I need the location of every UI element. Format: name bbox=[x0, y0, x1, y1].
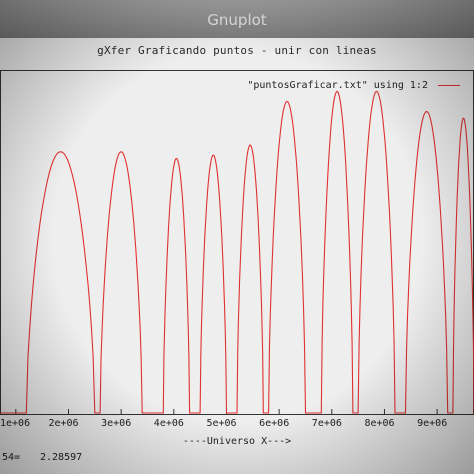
x-tick-label: 8e+06 bbox=[364, 418, 395, 429]
x-tick-label: 7e+06 bbox=[311, 418, 342, 429]
plot-area[interactable] bbox=[0, 70, 474, 415]
x-axis-label: ----Universo X---> bbox=[182, 436, 292, 447]
plot-title: gXfer Graficando puntos - unir con linea… bbox=[97, 44, 377, 57]
window-title: Gnuplot bbox=[207, 11, 267, 29]
legend-label: "puntosGraficar.txt" using 1:2 bbox=[247, 80, 428, 91]
legend-line-sample bbox=[438, 84, 460, 86]
x-tick-label: 2e+06 bbox=[48, 418, 79, 429]
x-tick-label: 5e+06 bbox=[206, 418, 237, 429]
x-tick-label: 6e+06 bbox=[259, 418, 290, 429]
x-tick-label: 1e+06 bbox=[0, 418, 31, 429]
status-label: 54= bbox=[2, 452, 21, 463]
plot-border bbox=[0, 70, 474, 415]
x-tick-label: 9e+06 bbox=[417, 418, 448, 429]
status-value: 2.28597 bbox=[40, 452, 83, 463]
status-bar: 54= 2.28597 bbox=[0, 446, 474, 474]
data-series-line bbox=[0, 90, 474, 414]
x-tick-label: 4e+06 bbox=[153, 418, 184, 429]
window-titlebar[interactable]: Gnuplot bbox=[0, 0, 474, 38]
x-tick-label: 3e+06 bbox=[101, 418, 132, 429]
legend: "puntosGraficar.txt" using 1:2 bbox=[247, 80, 460, 91]
